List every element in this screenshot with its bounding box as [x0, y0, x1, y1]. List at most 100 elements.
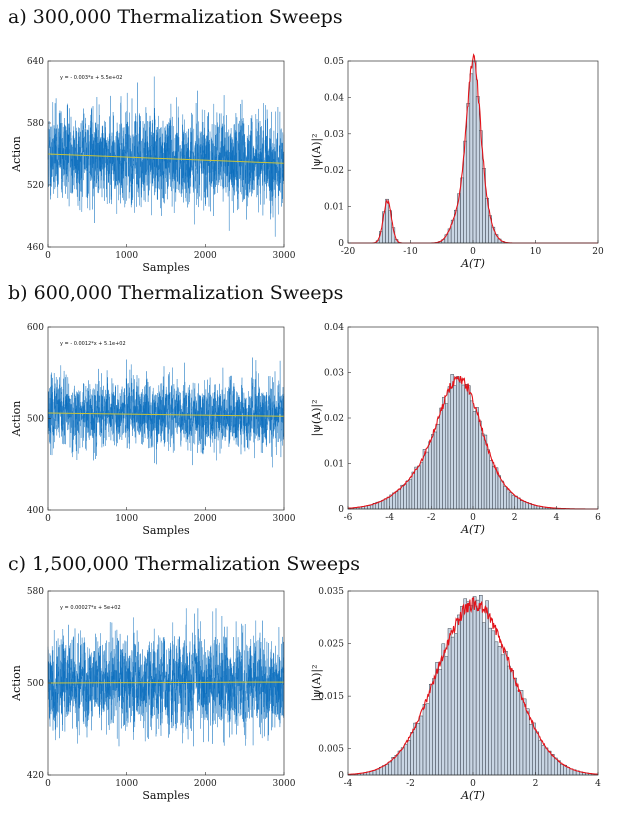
histogram-bar: [492, 466, 495, 509]
histogram-bar: [429, 684, 432, 775]
x-axis-label: A(T): [460, 523, 485, 536]
histogram-bar: [409, 480, 412, 509]
y-tick-label: 0.01: [324, 460, 344, 470]
y-tick-label: 0: [338, 505, 344, 515]
x-tick-label: 2000: [194, 779, 217, 789]
histogram-bar: [512, 496, 515, 509]
histogram-bar: [448, 628, 451, 775]
y-tick-label: 400: [27, 506, 44, 516]
action-trace-line: [48, 358, 284, 468]
x-tick-label: 0: [470, 513, 476, 523]
x-tick-label: 10: [530, 247, 542, 257]
histogram-bar: [426, 704, 429, 775]
x-axis-label: A(T): [460, 789, 485, 802]
histogram-bar: [440, 408, 443, 509]
x-tick-label: 1000: [115, 251, 138, 261]
y-axis-label: |ψ(A)|²: [310, 665, 324, 702]
histogram-bar: [423, 704, 426, 775]
histogram-bar: [467, 386, 470, 509]
histogram-bar: [520, 501, 523, 509]
y-tick-label: 500: [27, 679, 44, 689]
y-tick-label: 0.03: [324, 130, 344, 140]
histogram-bar: [554, 758, 557, 775]
histogram-bar: [509, 493, 512, 509]
y-tick-label: 580: [27, 119, 44, 129]
histogram-bar: [406, 481, 409, 509]
y-axis-label: |ψ(A)|²: [310, 134, 324, 171]
histogram-bar: [415, 467, 418, 509]
x-tick-label: 0: [470, 247, 476, 257]
y-axis-label: Action: [10, 401, 23, 438]
histogram-bar: [445, 657, 448, 775]
histogram-bar: [386, 764, 389, 775]
y-tick-label: 0.02: [324, 414, 344, 424]
histogram-bar: [392, 493, 395, 509]
histogram-bar: [451, 637, 454, 775]
histogram-bar: [459, 382, 462, 509]
histogram-bar: [523, 501, 526, 509]
y-tick-label: 460: [27, 243, 44, 253]
histogram-bar: [484, 435, 487, 509]
y-tick-label: 0.05: [324, 57, 344, 67]
histogram-bar: [381, 500, 384, 509]
x-axis-label: A(T): [460, 257, 485, 270]
histogram-bar: [532, 723, 535, 775]
section-title-a: a) 300,000 Thermalization Sweeps: [8, 6, 343, 28]
x-axis-label: Samples: [142, 789, 190, 802]
x-tick-label: 3000: [273, 514, 296, 524]
histogram-bar: [464, 599, 467, 775]
histogram-bar: [412, 472, 415, 509]
histogram-bar: [395, 492, 398, 509]
histogram-bar: [473, 597, 476, 775]
histogram-bar: [442, 644, 445, 775]
histogram-bar: [401, 748, 404, 775]
y-tick-label: 0.035: [318, 587, 344, 597]
x-axis-label: Samples: [142, 524, 190, 537]
histogram-bar: [445, 404, 448, 509]
histogram-bar: [454, 634, 457, 775]
x-axis-label: Samples: [142, 261, 190, 274]
y-tick-label: 0.02: [324, 166, 344, 176]
histogram-bar: [506, 489, 509, 509]
section-title-b: b) 600,000 Thermalization Sweeps: [8, 282, 343, 304]
histogram-bar: [432, 679, 435, 775]
x-tick-label: 6: [595, 513, 601, 523]
histogram-bar: [561, 764, 564, 775]
x-tick-label: 3000: [273, 251, 296, 261]
x-tick-label: 3000: [273, 779, 296, 789]
histogram-bar: [417, 466, 420, 509]
histogram-bar: [536, 732, 539, 775]
histogram-bar: [461, 606, 464, 775]
y-tick-label: 0.04: [324, 323, 344, 333]
fit-equation-label: y = - 0.003*x + 5.5e+02: [60, 75, 122, 81]
y-tick-label: 520: [27, 181, 44, 191]
histogram-bar: [454, 386, 457, 509]
histogram-bar: [389, 762, 392, 775]
histogram-bar: [395, 755, 398, 775]
histogram-bar: [504, 487, 507, 509]
histogram-bar: [504, 651, 507, 775]
histogram-bar: [511, 670, 514, 775]
y-tick-label: 0.01: [324, 203, 344, 213]
histogram-bar: [479, 421, 482, 509]
histogram-bar: [457, 615, 460, 775]
x-tick-label: 2: [512, 513, 518, 523]
histogram-bar: [539, 741, 542, 775]
histogram-bar: [490, 460, 493, 509]
fit-equation-label: y = - 0.0012*x + 5.1e+02: [60, 341, 126, 347]
histogram-bar: [373, 770, 376, 775]
y-tick-label: 0: [338, 771, 344, 781]
histogram-bar: [473, 61, 476, 243]
histogram-bar: [367, 506, 370, 509]
x-tick-label: -2: [427, 513, 436, 523]
histogram-bar: [456, 376, 459, 509]
y-tick-label: 0.025: [318, 640, 344, 650]
y-tick-label: 0.03: [324, 369, 344, 379]
histogram-bar: [426, 452, 429, 509]
histogram-bar: [407, 740, 410, 775]
x-tick-label: -2: [406, 779, 415, 789]
histogram-bar: [498, 476, 501, 509]
